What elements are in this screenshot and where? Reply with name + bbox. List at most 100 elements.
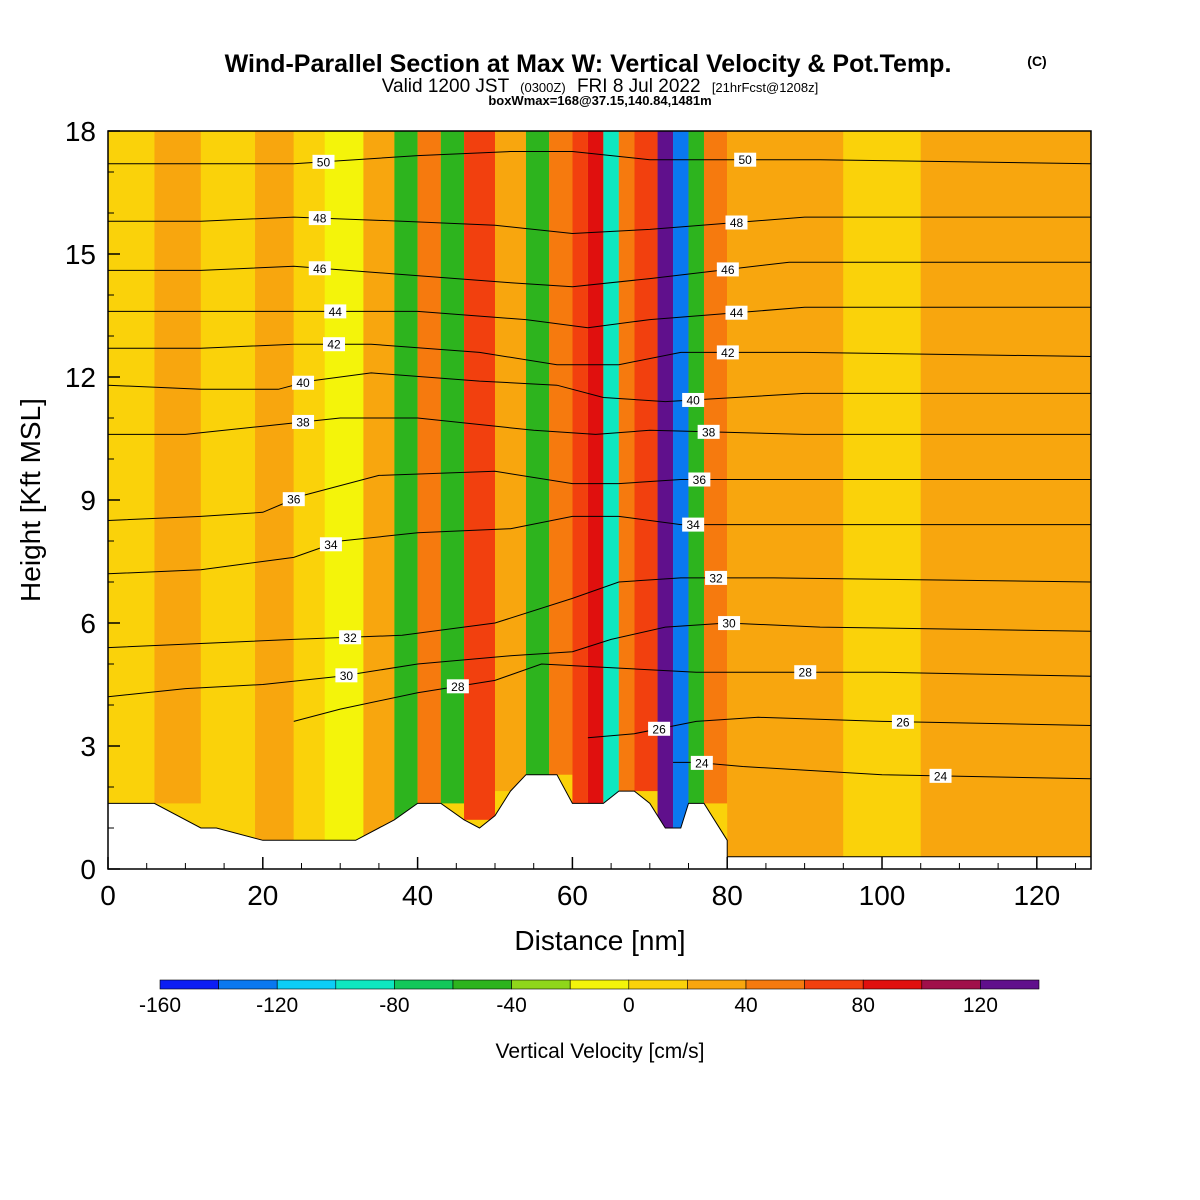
potential-temperature-contours: 24 24 26 26 28 28 30 30 32 32 34 34 36 36 38 38 40 40 42 42… xyxy=(108,151,1091,783)
theta-label-34-0: 34 xyxy=(324,538,338,552)
velocity-band-14 xyxy=(572,131,588,804)
theta-label-box-38-0 xyxy=(292,414,315,429)
theta-label-46-1: 46 xyxy=(721,263,735,277)
y-tick-label-9: 9 xyxy=(80,485,96,516)
theta-label-36-1: 36 xyxy=(693,473,707,487)
theta-label-box-24-0 xyxy=(690,755,713,770)
colorbar: -160 -120 -80 -40 0 40 80 120 xyxy=(139,979,1040,1017)
theta-label-40-1: 40 xyxy=(686,393,700,407)
velocity-band-6 xyxy=(363,131,395,841)
theta-label-box-28-0 xyxy=(446,679,469,694)
theta-label-box-40-1 xyxy=(682,392,705,407)
colorbar-segment-4 xyxy=(394,979,454,990)
theta-label-26-0: 26 xyxy=(652,722,666,736)
colorbar-label: Vertical Velocity [cm/s] xyxy=(496,1040,705,1063)
velocity-band-3 xyxy=(255,131,294,841)
colorbar-tick-label--120: -120 xyxy=(256,994,298,1017)
colorbar-tick-label--40: -40 xyxy=(496,994,526,1017)
theta-label-48-0: 48 xyxy=(313,212,327,226)
subtitle-forecast: [21hrFcst@1208z] xyxy=(712,80,818,95)
velocity-band-15 xyxy=(587,131,604,804)
theta-label-44-1: 44 xyxy=(730,306,744,320)
colorbar-segment-5 xyxy=(452,979,512,990)
theta-contour-26 xyxy=(587,716,1091,739)
theta-label-box-46-0 xyxy=(308,261,331,276)
theta-label-box-40-0 xyxy=(292,375,315,390)
copyright-mark: (C) xyxy=(1027,53,1046,69)
theta-contour-50 xyxy=(108,151,1091,165)
velocity-band-5 xyxy=(324,131,364,841)
theta-label-box-32-1 xyxy=(705,570,728,585)
theta-label-box-44-1 xyxy=(725,305,748,320)
theta-label-box-46-1 xyxy=(716,262,739,277)
subtitle-date: FRI 8 Jul 2022 xyxy=(577,76,701,97)
velocity-band-2 xyxy=(200,131,256,804)
velocity-band-22 xyxy=(703,131,728,804)
colorbar-segment-1 xyxy=(218,979,278,990)
velocity-band-18 xyxy=(634,131,658,792)
theta-label-box-30-0 xyxy=(335,668,358,683)
velocity-band-25 xyxy=(920,131,1091,857)
terrain-mask xyxy=(108,774,1091,869)
theta-contour-40 xyxy=(108,372,1091,403)
theta-label-box-24-1 xyxy=(929,768,952,783)
velocity-band-11 xyxy=(495,131,526,792)
colorbar-segment-13 xyxy=(921,979,981,990)
colorbar-segment-14 xyxy=(980,979,1040,990)
theta-label-50-1: 50 xyxy=(738,153,752,167)
velocity-band-24 xyxy=(843,131,921,857)
velocity-band-9 xyxy=(440,131,465,804)
theta-label-box-34-1 xyxy=(682,517,705,532)
colorbar-tick-label--80: -80 xyxy=(379,994,409,1017)
colorbar-tick-label-40: 40 xyxy=(734,994,757,1017)
theta-label-32-1: 32 xyxy=(709,571,723,585)
y-axis-label: Height [Kft MSL] xyxy=(15,398,46,602)
theta-label-24-1: 24 xyxy=(934,769,948,783)
terrain-surface xyxy=(108,774,1091,869)
colorbar-segment-9 xyxy=(687,979,747,990)
theta-label-box-48-0 xyxy=(308,211,331,226)
velocity-band-13 xyxy=(549,131,573,775)
colorbar-segment-8 xyxy=(628,979,688,990)
theta-label-42-0: 42 xyxy=(327,338,341,352)
colorbar-segment-7 xyxy=(569,979,630,990)
colorbar-tick-label-80: 80 xyxy=(852,994,875,1017)
subtitle-box-max: boxWmax=168@37.15,140.84,1481m xyxy=(488,93,711,108)
theta-label-32-0: 32 xyxy=(343,631,357,645)
theta-label-box-38-1 xyxy=(697,424,720,439)
velocity-band-23 xyxy=(727,131,844,857)
subtitle-valid: Valid 1200 JST xyxy=(382,76,510,97)
theta-label-box-28-1 xyxy=(794,665,817,680)
theta-label-box-34-0 xyxy=(319,537,342,552)
theta-label-box-36-0 xyxy=(282,492,305,507)
theta-label-box-50-0 xyxy=(312,154,335,169)
theta-contour-44 xyxy=(108,306,1091,329)
theta-label-26-1: 26 xyxy=(896,715,910,729)
theta-label-box-50-1 xyxy=(734,152,757,167)
chart-title: Wind-Parallel Section at Max W: Vertical… xyxy=(225,50,952,78)
theta-label-28-1: 28 xyxy=(799,666,813,680)
colorbar-segment-6 xyxy=(511,979,571,990)
theta-contour-36 xyxy=(108,470,1091,521)
theta-label-box-48-1 xyxy=(725,215,748,230)
velocity-band-8 xyxy=(417,131,441,804)
colorbar-tick-label-0: 0 xyxy=(623,994,635,1017)
theta-label-box-26-0 xyxy=(648,721,671,736)
theta-contour-24 xyxy=(673,761,1091,780)
colorbar-tick-label-120: 120 xyxy=(963,994,998,1017)
y-tick-label-15: 15 xyxy=(65,239,96,270)
y-tick-label-12: 12 xyxy=(65,362,96,393)
theta-contour-48 xyxy=(108,216,1091,235)
theta-label-50-0: 50 xyxy=(317,155,331,169)
theta-contour-42 xyxy=(108,343,1091,366)
theta-contour-46 xyxy=(108,261,1091,288)
x-tick-label-0: 0 xyxy=(100,880,116,911)
velocity-band-19 xyxy=(657,131,674,828)
theta-label-40-0: 40 xyxy=(296,376,310,390)
velocity-band-10 xyxy=(464,131,496,820)
theta-label-30-0: 30 xyxy=(340,669,354,683)
theta-label-box-36-1 xyxy=(688,472,711,487)
theta-label-box-42-0 xyxy=(323,337,346,352)
